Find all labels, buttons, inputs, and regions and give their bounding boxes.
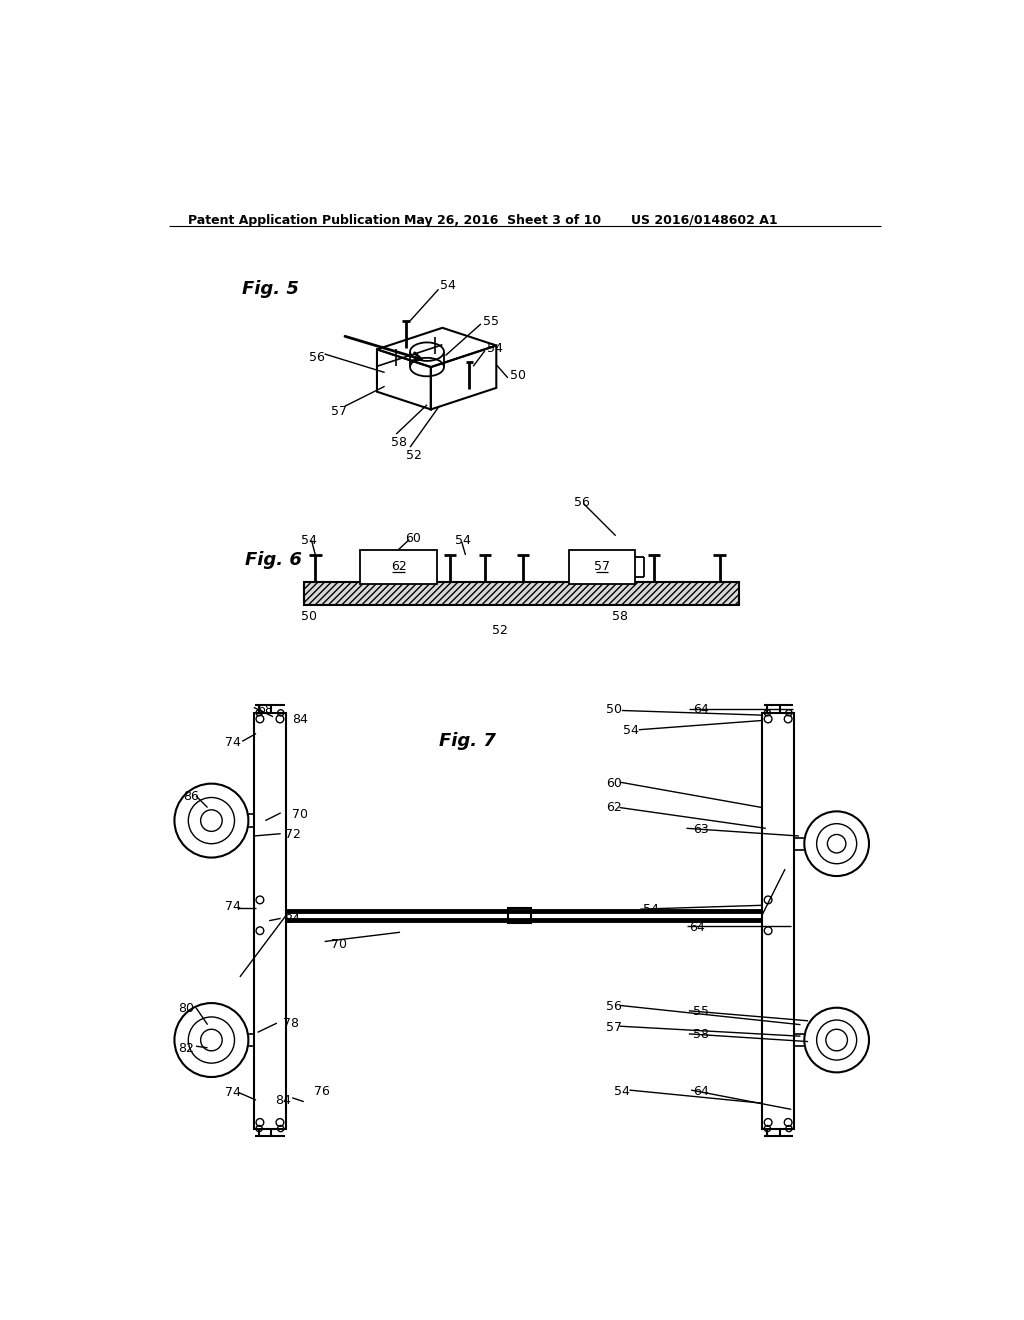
Text: Fig. 5: Fig. 5 <box>243 280 299 298</box>
Text: 50: 50 <box>510 370 526 381</box>
Text: Fig. 6: Fig. 6 <box>245 552 301 569</box>
Text: 54: 54 <box>643 903 658 916</box>
Text: 50: 50 <box>606 702 623 715</box>
Text: 56: 56 <box>606 1001 623 1012</box>
Text: 84: 84 <box>292 713 308 726</box>
Text: 57: 57 <box>606 1020 623 1034</box>
Text: 55: 55 <box>483 315 500 329</box>
Text: 76: 76 <box>313 1085 330 1098</box>
Text: 58: 58 <box>611 610 628 623</box>
Text: 64: 64 <box>692 1085 709 1098</box>
Text: Fig. 7: Fig. 7 <box>438 733 496 750</box>
Bar <box>254 713 286 1129</box>
Text: 72: 72 <box>285 829 300 841</box>
Text: 58: 58 <box>692 1028 709 1041</box>
Text: 54: 54 <box>440 279 456 292</box>
Text: 82: 82 <box>178 1041 195 1055</box>
Text: 84: 84 <box>275 1094 291 1107</box>
Text: 56: 56 <box>574 496 590 508</box>
Bar <box>508 908 531 923</box>
Text: 86: 86 <box>183 789 199 803</box>
Bar <box>304 582 739 605</box>
Bar <box>360 549 437 585</box>
Text: 54: 54 <box>624 725 639 738</box>
Text: 68: 68 <box>258 702 273 715</box>
Text: 52: 52 <box>493 624 508 638</box>
Text: 64: 64 <box>692 702 709 715</box>
Text: 84: 84 <box>285 913 300 927</box>
Text: Patent Application Publication: Patent Application Publication <box>188 214 400 227</box>
Text: 52: 52 <box>407 449 422 462</box>
Text: US 2016/0148602 A1: US 2016/0148602 A1 <box>631 214 777 227</box>
Text: 60: 60 <box>606 776 623 789</box>
Text: 62: 62 <box>390 561 407 573</box>
Text: 62: 62 <box>606 801 623 814</box>
Text: 60: 60 <box>404 532 421 545</box>
Bar <box>762 713 795 1129</box>
Text: 74: 74 <box>224 737 241 748</box>
Text: 50: 50 <box>301 610 317 623</box>
Text: 64: 64 <box>689 921 705 933</box>
Text: 74: 74 <box>224 1086 241 1100</box>
Text: 58: 58 <box>391 436 407 449</box>
Text: 63: 63 <box>692 822 709 836</box>
Text: 78: 78 <box>283 1016 299 1030</box>
Text: 70: 70 <box>292 808 308 821</box>
Text: 54: 54 <box>301 535 317 548</box>
Text: 74: 74 <box>224 900 241 913</box>
Text: 54: 54 <box>456 535 471 548</box>
Text: 80: 80 <box>178 1002 195 1015</box>
Text: 54: 54 <box>614 1085 630 1098</box>
Text: 70: 70 <box>331 939 347 952</box>
Text: May 26, 2016  Sheet 3 of 10: May 26, 2016 Sheet 3 of 10 <box>403 214 601 227</box>
Bar <box>569 549 635 585</box>
Text: 54: 54 <box>487 342 503 355</box>
Text: 57: 57 <box>331 405 347 418</box>
Text: 55: 55 <box>692 1006 709 1019</box>
Text: 56: 56 <box>309 351 325 364</box>
Text: 57: 57 <box>594 561 610 573</box>
